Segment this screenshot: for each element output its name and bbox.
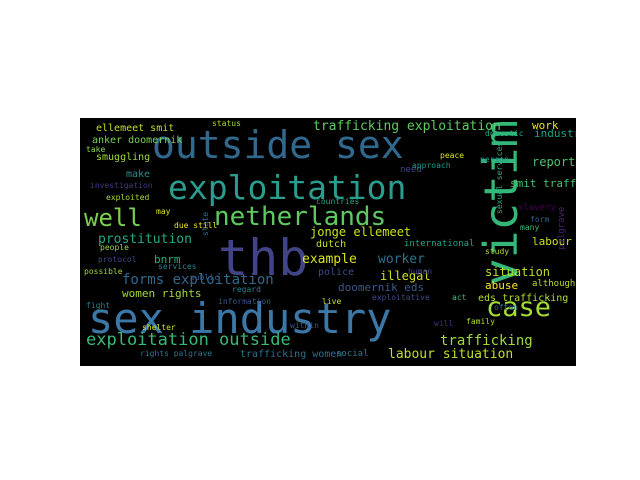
word-cloud-term: rights palgrave bbox=[140, 349, 213, 358]
word-cloud-term: worker bbox=[378, 252, 425, 267]
word-cloud-term: investigation bbox=[90, 181, 153, 190]
word-cloud-term: trafficking exploitation bbox=[313, 119, 501, 134]
word-cloud-term: exploitative bbox=[372, 293, 430, 302]
word-cloud-term: take bbox=[86, 145, 106, 154]
word-cloud-term: labour situation bbox=[388, 347, 514, 362]
word-cloud-term: many bbox=[520, 223, 540, 232]
word-cloud: sex industry thb victim outside sex expl… bbox=[80, 118, 576, 366]
word-cloud-term: report bbox=[532, 155, 576, 169]
word-cloud-term: domestic bbox=[485, 129, 524, 138]
word-cloud-term: sex industry bbox=[88, 294, 392, 343]
word-cloud-term: ellemeet smit bbox=[96, 123, 175, 134]
word-cloud-term: example bbox=[302, 252, 357, 267]
word-cloud-term: palgrave bbox=[557, 206, 567, 250]
word-cloud-term: thb bbox=[218, 229, 309, 287]
word-cloud-term: abuse bbox=[485, 279, 519, 292]
word-cloud-term: international bbox=[404, 239, 475, 249]
word-cloud-term: netherlands bbox=[214, 202, 387, 232]
word-cloud-term: situation bbox=[485, 265, 551, 279]
word-cloud-term: smuggling bbox=[96, 152, 151, 163]
word-cloud-term: person bbox=[480, 155, 509, 164]
word-cloud-term: exploitation outside bbox=[86, 330, 291, 350]
word-cloud-term: well bbox=[84, 204, 142, 232]
word-cloud-term: work bbox=[532, 119, 559, 132]
word-cloud-term: often bbox=[494, 303, 519, 312]
word-cloud-term: bnrm bbox=[154, 253, 181, 266]
word-cloud-term: labour bbox=[532, 235, 572, 248]
word-cloud-term: prostitution bbox=[98, 232, 192, 247]
word-cloud-term: countries bbox=[316, 197, 360, 206]
word-cloud-term: services bbox=[158, 262, 197, 271]
word-cloud-term: will bbox=[434, 319, 454, 328]
word-cloud-term: outside sex bbox=[152, 123, 404, 167]
word-cloud-term: due still bbox=[174, 221, 218, 230]
word-cloud-term: information bbox=[218, 297, 271, 306]
word-cloud-term: forms exploitation bbox=[122, 272, 274, 288]
word-cloud-term: slavery bbox=[518, 203, 556, 213]
word-cloud-term: peace bbox=[440, 151, 465, 160]
word-cloud-term: dutch bbox=[316, 239, 347, 250]
word-cloud-term: human bbox=[408, 267, 433, 276]
word-cloud-term: public bbox=[190, 273, 219, 282]
word-cloud-term: live bbox=[322, 297, 342, 306]
word-cloud-term: jonge ellemeet bbox=[310, 225, 412, 239]
word-cloud-term: eds trafficking bbox=[478, 293, 569, 304]
word-cloud-term: fight bbox=[86, 301, 111, 310]
word-cloud-term: sexual services bbox=[495, 141, 504, 214]
word-cloud-term: case bbox=[486, 292, 552, 323]
word-cloud-term: although bbox=[532, 279, 576, 289]
word-cloud-term: status bbox=[212, 119, 241, 128]
word-cloud-term: people bbox=[100, 243, 129, 252]
word-cloud-term: may bbox=[156, 207, 171, 216]
word-cloud-term: exploited bbox=[106, 193, 150, 202]
word-cloud-term: approach bbox=[412, 161, 451, 170]
word-cloud-term: need bbox=[400, 165, 422, 175]
word-cloud-term: shelter bbox=[142, 323, 176, 332]
word-cloud-term: family bbox=[466, 317, 495, 326]
word-cloud-term: illegal bbox=[380, 269, 431, 283]
word-cloud-term: industry anker bbox=[534, 127, 576, 140]
word-cloud-term: protocol bbox=[98, 255, 137, 264]
word-cloud-term: anker doomernik bbox=[92, 135, 183, 146]
word-cloud-term: exploitation bbox=[168, 168, 407, 207]
word-cloud-term: study bbox=[485, 247, 510, 256]
word-cloud-term: within bbox=[290, 321, 319, 330]
word-cloud-term: police bbox=[318, 267, 355, 278]
word-cloud-term: make bbox=[126, 169, 151, 180]
word-cloud-term: smit trafficking bbox=[510, 177, 576, 190]
word-cloud-term: trafficking women bbox=[240, 349, 343, 360]
word-cloud-term: social bbox=[336, 349, 369, 359]
word-cloud-term: act bbox=[452, 293, 467, 302]
word-cloud-term: regard bbox=[232, 285, 261, 294]
word-cloud-term: trafficking bbox=[440, 333, 533, 349]
word-cloud-term: possible bbox=[84, 267, 123, 276]
word-cloud-term: doomernik eds bbox=[338, 281, 425, 294]
word-cloud-term: form bbox=[530, 215, 550, 224]
word-cloud-term: women rights bbox=[122, 287, 202, 300]
